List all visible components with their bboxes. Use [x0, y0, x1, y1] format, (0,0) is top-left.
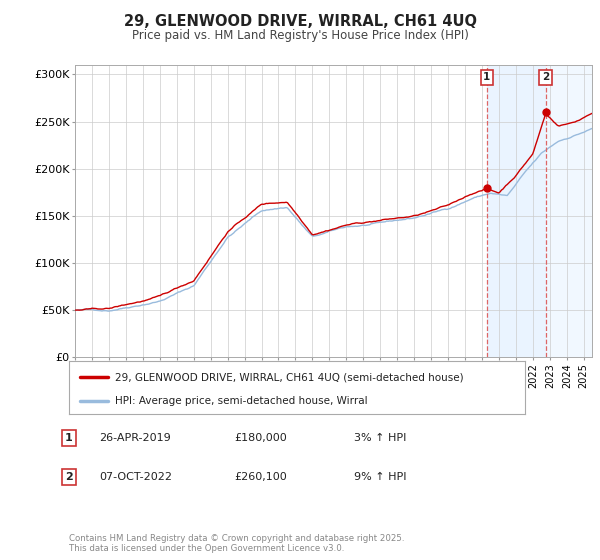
Text: 2: 2: [65, 472, 73, 482]
Bar: [545, 65, 594, 357]
Text: 07-OCT-2022: 07-OCT-2022: [99, 472, 172, 482]
Text: 1: 1: [65, 433, 73, 443]
Text: £260,100: £260,100: [234, 472, 287, 482]
Bar: [487, 65, 545, 357]
Text: Price paid vs. HM Land Registry's House Price Index (HPI): Price paid vs. HM Land Registry's House …: [131, 29, 469, 42]
Text: 2: 2: [542, 72, 549, 82]
Text: 29, GLENWOOD DRIVE, WIRRAL, CH61 4UQ (semi-detached house): 29, GLENWOOD DRIVE, WIRRAL, CH61 4UQ (se…: [115, 372, 463, 382]
Text: 9% ↑ HPI: 9% ↑ HPI: [354, 472, 407, 482]
Text: 1: 1: [483, 72, 491, 82]
Text: 3% ↑ HPI: 3% ↑ HPI: [354, 433, 406, 443]
Text: £180,000: £180,000: [234, 433, 287, 443]
Text: Contains HM Land Registry data © Crown copyright and database right 2025.
This d: Contains HM Land Registry data © Crown c…: [69, 534, 404, 553]
Text: HPI: Average price, semi-detached house, Wirral: HPI: Average price, semi-detached house,…: [115, 396, 367, 406]
Text: 26-APR-2019: 26-APR-2019: [99, 433, 171, 443]
Text: 29, GLENWOOD DRIVE, WIRRAL, CH61 4UQ: 29, GLENWOOD DRIVE, WIRRAL, CH61 4UQ: [124, 14, 476, 29]
